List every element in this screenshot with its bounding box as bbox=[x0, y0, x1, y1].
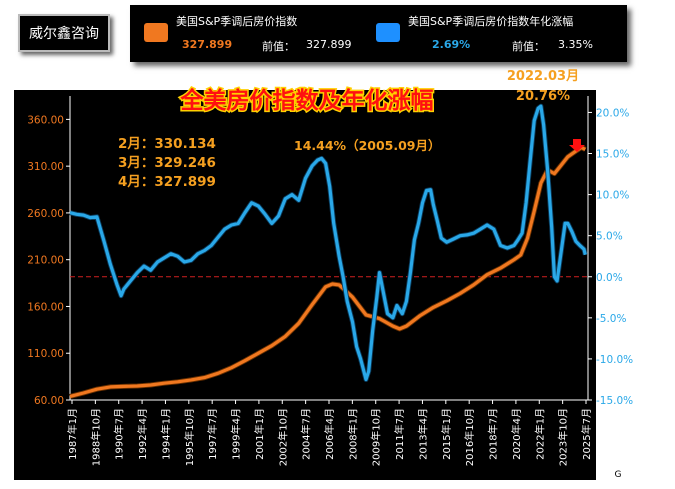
left-tick-label: 110.00 bbox=[27, 348, 64, 360]
chart-panel bbox=[14, 90, 596, 480]
left-tick-label: 160.00 bbox=[27, 301, 64, 313]
yoy-legend-name: 美国S&P季调后房价指数年化涨幅 bbox=[408, 15, 574, 28]
yoy-legend-value: 2.69% bbox=[432, 38, 471, 51]
yoy-prev-value: 3.35% bbox=[558, 38, 593, 51]
chart-title: 全美房价指数及年化涨幅 bbox=[180, 87, 434, 114]
x-tick-label: 2009年10月 bbox=[370, 408, 383, 466]
right-tick-label: -10.0% bbox=[596, 354, 633, 366]
left-tick-label: 60.00 bbox=[34, 395, 64, 407]
left-tick-label: 360.00 bbox=[27, 114, 64, 126]
x-tick-label: 2001年1月 bbox=[253, 408, 266, 460]
x-tick-label: 2011年7月 bbox=[393, 408, 406, 460]
right-tick-label: 20.0% bbox=[596, 107, 629, 119]
x-tick-label: 1999年4月 bbox=[230, 408, 243, 460]
yoy-prev-label: 前值： bbox=[512, 40, 545, 53]
x-tick-label: 2015年1月 bbox=[440, 408, 453, 460]
watermark: G 格隆汇 bbox=[611, 466, 663, 483]
x-tick-label: 2020年4月 bbox=[510, 408, 523, 460]
x-tick-label: 1988年10月 bbox=[89, 408, 102, 466]
index-swatch-icon bbox=[144, 23, 168, 42]
x-tick-label: 2006年4月 bbox=[323, 408, 336, 460]
x-tick-label: 2008年1月 bbox=[346, 408, 359, 460]
left-tick-label: 310.00 bbox=[27, 161, 64, 173]
x-tick-label: 1994年1月 bbox=[159, 408, 172, 460]
index-legend-value: 327.899 bbox=[182, 38, 233, 51]
annotation-peak-2022-date: 2022.03月 bbox=[507, 69, 579, 84]
x-tick-label: 2013年4月 bbox=[416, 408, 429, 460]
x-tick-label: 2022年1月 bbox=[533, 408, 546, 460]
annotation-feb: 2月：330.134 bbox=[118, 136, 216, 152]
x-tick-label: 1990年7月 bbox=[113, 408, 126, 460]
index-prev-value: 327.899 bbox=[306, 38, 352, 51]
down-arrow-icon bbox=[569, 139, 585, 152]
right-tick-label: 5.0% bbox=[596, 231, 623, 243]
right-tick-label: 15.0% bbox=[596, 149, 629, 161]
index-prev-label: 前值： bbox=[262, 40, 295, 53]
watermark-text: 格隆汇 bbox=[626, 468, 663, 482]
legend-panel: 美国S&P季调后房价指数 327.899 前值： 327.899 美国S&P季调… bbox=[130, 5, 627, 62]
right-tick-label: 10.0% bbox=[596, 190, 629, 202]
brand-box: 威尔鑫咨询 bbox=[18, 14, 110, 52]
grh-logo-icon: G bbox=[611, 468, 624, 481]
x-tick-label: 2025年7月 bbox=[580, 408, 593, 460]
x-tick-label: 1997年7月 bbox=[206, 408, 219, 460]
x-tick-label: 1987年1月 bbox=[66, 408, 79, 460]
x-tick-label: 2004年7月 bbox=[300, 408, 313, 460]
x-tick-label: 1995年10月 bbox=[183, 408, 196, 466]
index-series-line bbox=[69, 145, 587, 398]
annotation-mar: 3月：329.246 bbox=[118, 155, 216, 171]
index-legend-name: 美国S&P季调后房价指数 bbox=[176, 15, 298, 28]
yoy-swatch-icon bbox=[376, 23, 400, 42]
x-tick-label: 1992年4月 bbox=[136, 408, 149, 460]
left-tick-label: 260.00 bbox=[27, 208, 64, 220]
annotation-apr: 4月：327.899 bbox=[118, 174, 216, 190]
x-tick-label: 2002年10月 bbox=[276, 408, 289, 466]
yoy-series-line bbox=[69, 104, 587, 382]
annotation-peak-2022-value: 20.76% bbox=[516, 89, 570, 104]
annotation-peak-2005: 14.44%（2005.09月） bbox=[294, 138, 441, 153]
right-tick-label: 0.0% bbox=[596, 272, 623, 284]
right-tick-label: -5.0% bbox=[596, 313, 626, 325]
right-tick-label: -15.0% bbox=[596, 395, 633, 407]
x-tick-label: 2018年7月 bbox=[487, 408, 500, 460]
x-tick-label: 2016年10月 bbox=[463, 408, 476, 466]
left-tick-label: 210.00 bbox=[27, 255, 64, 267]
x-tick-label: 2023年10月 bbox=[557, 408, 570, 466]
brand-label: 威尔鑫咨询 bbox=[29, 26, 99, 42]
